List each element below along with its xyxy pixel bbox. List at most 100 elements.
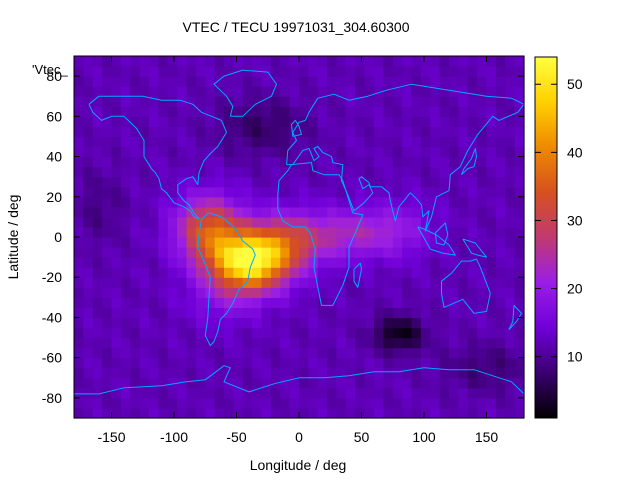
heatmap-cell <box>195 287 206 298</box>
heatmap-cell <box>308 297 319 308</box>
heatmap-cell <box>364 247 375 258</box>
heatmap-cell <box>186 277 197 288</box>
heatmap-cell <box>383 367 394 379</box>
heatmap-cell <box>130 136 141 148</box>
heatmap-cell <box>242 357 253 369</box>
heatmap-cell <box>74 387 84 399</box>
heatmap-cell <box>355 307 366 319</box>
heatmap-cell <box>420 76 431 87</box>
x-tick-label: -50 <box>226 429 246 445</box>
heatmap-cell <box>364 357 375 369</box>
heatmap-cell <box>111 277 122 288</box>
heatmap-cell <box>439 257 450 268</box>
heatmap-cell <box>261 126 272 138</box>
heatmap-cell <box>355 397 366 409</box>
heatmap-cell <box>205 407 216 419</box>
heatmap-cell <box>486 176 497 188</box>
heatmap-cell <box>430 166 441 178</box>
heatmap-cell <box>186 377 197 389</box>
heatmap-cell <box>270 287 281 298</box>
heatmap-cell <box>514 307 525 319</box>
heatmap-cell <box>252 397 263 409</box>
heatmap-cell <box>242 176 253 188</box>
heatmap-cell <box>130 206 141 218</box>
heatmap-cell <box>449 267 459 278</box>
heatmap-cell <box>374 176 384 188</box>
heatmap-cell <box>299 407 309 419</box>
heatmap-cell <box>149 357 159 369</box>
heatmap-cell <box>149 106 159 117</box>
heatmap-cell <box>345 247 356 258</box>
heatmap-cell <box>139 277 150 288</box>
heatmap-cell <box>299 86 309 97</box>
heatmap-cell <box>252 247 263 258</box>
y-axis-label: Latitude / deg <box>5 195 21 280</box>
heatmap-cell <box>149 196 159 208</box>
heatmap-cell <box>205 307 216 319</box>
heatmap-cell <box>74 247 84 258</box>
heatmap-cell <box>261 66 272 77</box>
heatmap-cell <box>186 86 197 97</box>
heatmap-cell <box>336 196 347 208</box>
heatmap-cell <box>261 357 272 369</box>
heatmap-cell <box>83 297 94 308</box>
heatmap-cell <box>224 377 234 389</box>
heatmap-cell <box>374 297 384 308</box>
heatmap-cell <box>130 377 141 389</box>
heatmap-cell <box>205 86 216 97</box>
heatmap-cell <box>92 156 103 168</box>
heatmap-cell <box>505 277 516 288</box>
heatmap-cell <box>195 277 206 288</box>
heatmap-cell <box>514 337 525 349</box>
heatmap-cell <box>233 166 244 178</box>
heatmap-cell <box>345 156 356 168</box>
heatmap-cell <box>177 76 188 87</box>
heatmap-cell <box>289 86 300 97</box>
heatmap-cell <box>420 277 431 288</box>
x-axis-label: Longitude / deg <box>250 457 347 473</box>
heatmap-cell <box>158 106 169 117</box>
heatmap-cell <box>261 287 272 298</box>
heatmap-cell <box>214 176 225 188</box>
heatmap-cell <box>420 116 431 127</box>
heatmap-cell <box>74 156 84 168</box>
heatmap-cell <box>139 257 150 268</box>
heatmap-cell <box>167 257 178 268</box>
heatmap-cell <box>411 106 422 117</box>
heatmap-cell <box>205 56 216 67</box>
heatmap-cell <box>477 166 488 178</box>
heatmap-cell <box>130 317 141 329</box>
heatmap-cell <box>224 357 234 369</box>
heatmap-cell <box>102 247 113 258</box>
heatmap-cell <box>111 267 122 278</box>
heatmap-cell <box>402 226 413 238</box>
heatmap-cell <box>205 76 216 87</box>
heatmap-cell <box>139 387 150 399</box>
heatmap-cell <box>467 196 478 208</box>
heatmap-cell <box>92 106 103 117</box>
heatmap-cell <box>224 297 234 308</box>
heatmap-cell <box>261 216 272 228</box>
heatmap-cell <box>111 347 122 359</box>
heatmap-cell <box>111 257 122 268</box>
heatmap-cell <box>477 226 488 238</box>
heatmap-cell <box>224 96 234 107</box>
heatmap-cell <box>439 317 450 329</box>
heatmap-cell <box>317 196 328 208</box>
heatmap-cell <box>130 367 141 379</box>
heatmap-cell <box>102 186 113 198</box>
heatmap-cell <box>120 257 131 268</box>
heatmap-cell <box>355 206 366 218</box>
heatmap-cell <box>514 156 525 168</box>
heatmap-cell <box>317 257 328 268</box>
heatmap-cell <box>289 397 300 409</box>
heatmap-cell <box>158 277 169 288</box>
heatmap-cell <box>327 357 338 369</box>
heatmap-cell <box>514 186 525 198</box>
y-tick-label: -40 <box>42 309 62 325</box>
heatmap-cell <box>439 96 450 107</box>
heatmap-cell <box>355 96 366 107</box>
heatmap-cell <box>111 287 122 298</box>
heatmap-cell <box>83 146 94 158</box>
heatmap-cell <box>345 397 356 409</box>
